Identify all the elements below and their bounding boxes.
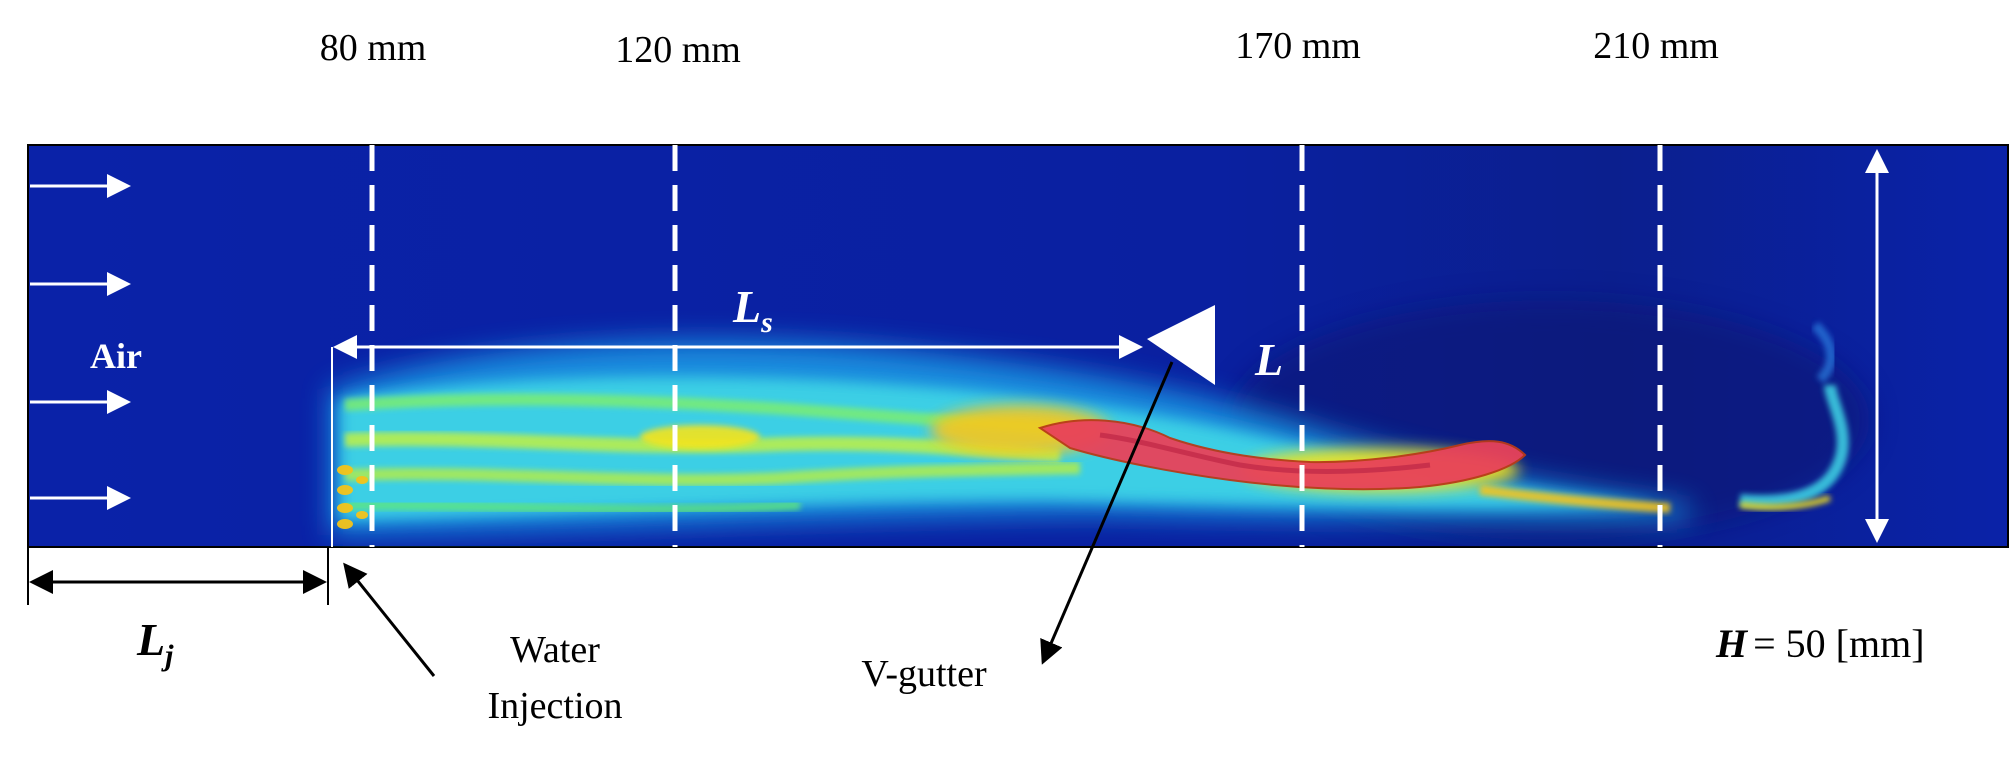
spray-field [330, 300, 1870, 540]
height-label: H = 50 [mm] [1715, 621, 1925, 666]
air-inflow-arrows [30, 174, 131, 510]
station-label-210: 210 mm [1593, 25, 1719, 67]
v-gutter-shape [1147, 305, 1215, 385]
water-injection-label-line2: Injection [487, 685, 622, 727]
station-label-120: 120 mm [615, 29, 741, 71]
station-label-170: 170 mm [1235, 25, 1361, 67]
ls-label: Ls [732, 281, 773, 339]
station-label-80: 80 mm [320, 27, 427, 69]
lj-label: Lj [136, 614, 174, 672]
l-label: L [1254, 334, 1283, 385]
v-gutter-label: V-gutter [861, 653, 987, 695]
water-injection-label-line1: Water [510, 629, 600, 671]
air-label: Air [90, 336, 142, 376]
v-gutter-arrow [1040, 361, 1174, 665]
water-injection-arrow [343, 562, 436, 677]
